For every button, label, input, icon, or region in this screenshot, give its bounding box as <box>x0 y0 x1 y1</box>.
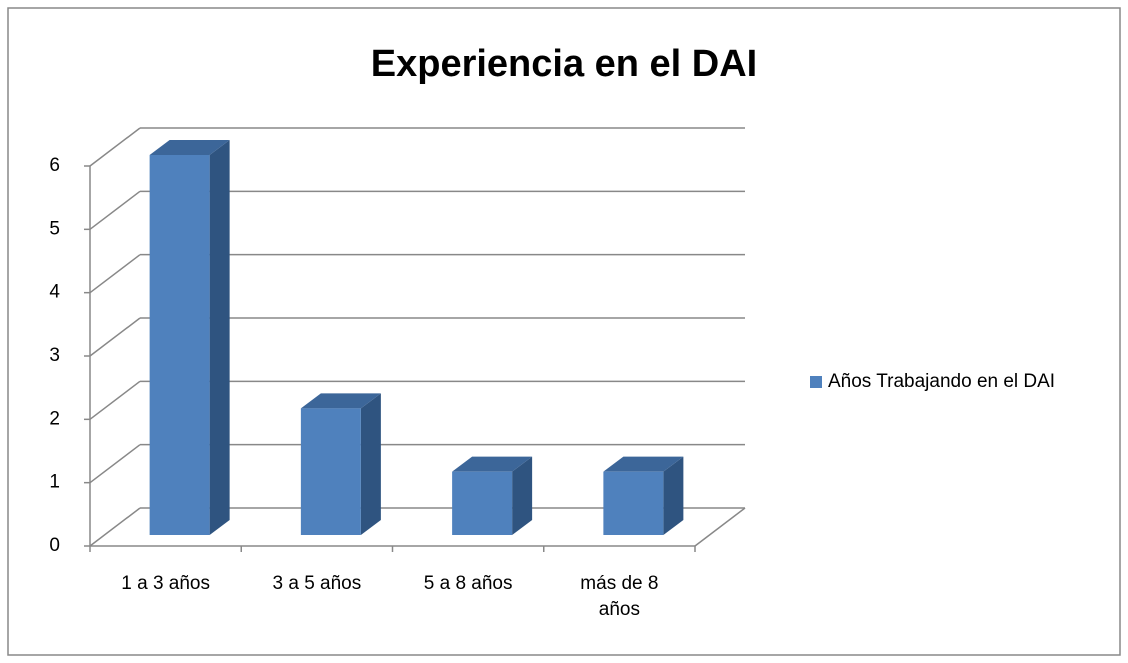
bar-side <box>209 140 230 535</box>
legend-label: Años Trabajando en el DAI <box>828 371 1055 392</box>
y-tick-label: 2 <box>49 408 60 429</box>
x-tick-label: 1 a 3 años <box>121 573 210 594</box>
x-tick-label: 5 a 8 años <box>423 573 513 594</box>
bar-side <box>360 393 381 535</box>
bar <box>603 471 664 535</box>
x-tick-label: más de 8 años <box>580 573 659 620</box>
bar-top <box>603 456 684 472</box>
floor-edge <box>694 507 746 547</box>
legend-swatch <box>810 376 822 388</box>
grid-side <box>89 507 141 547</box>
bar-top <box>149 140 230 155</box>
y-tick-label: 5 <box>49 218 60 239</box>
bar-side <box>663 456 684 535</box>
y-tick-label: 3 <box>49 345 60 366</box>
y-tick-label: 1 <box>49 472 60 493</box>
y-tick-label: 4 <box>49 282 60 303</box>
bar-side <box>512 456 533 535</box>
bar <box>149 155 210 535</box>
bar-top <box>300 393 381 409</box>
chart-title: Experiencia en el DAI <box>371 43 758 85</box>
grid-side <box>89 127 141 167</box>
grid-side <box>89 444 141 484</box>
grid-side <box>89 380 141 420</box>
bar-top <box>452 456 533 472</box>
grid-side <box>89 254 141 294</box>
bar <box>452 471 513 535</box>
y-tick-label: 0 <box>49 535 60 556</box>
y-tick-label: 6 <box>49 155 60 176</box>
grid-side <box>89 190 141 230</box>
x-tick-label: 3 a 5 años <box>272 573 362 594</box>
bar <box>300 408 361 535</box>
grid-side <box>89 317 141 357</box>
